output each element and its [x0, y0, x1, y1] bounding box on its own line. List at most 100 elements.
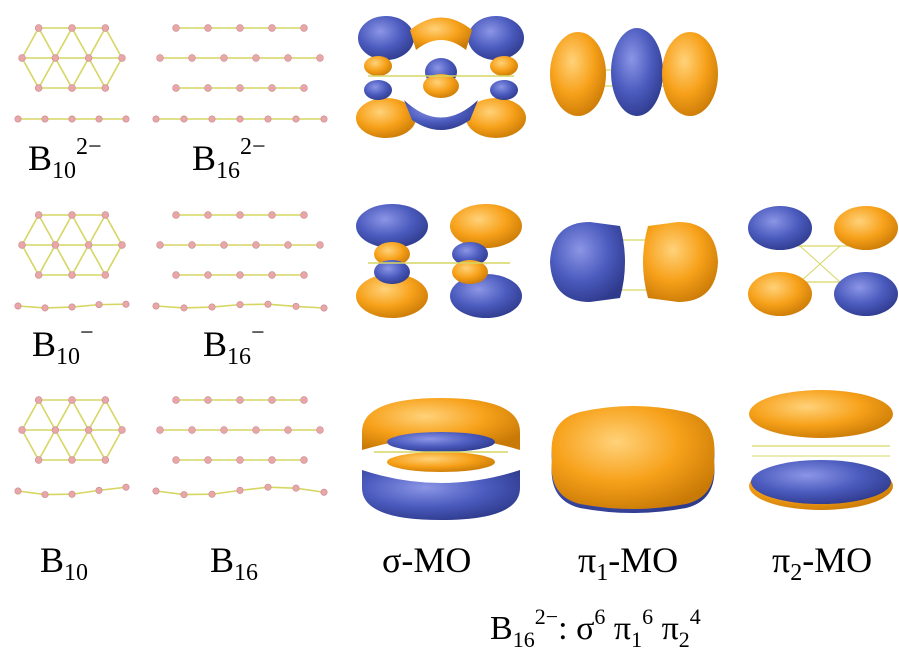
bond [211, 303, 241, 308]
boron-atom [300, 271, 308, 279]
sigma-mo-dianion [356, 16, 526, 138]
bond [17, 490, 46, 496]
boron-atom [122, 115, 130, 123]
bond [71, 57, 90, 89]
bond [295, 305, 325, 309]
cluster-top-view [156, 396, 324, 464]
boron-atom [320, 488, 328, 496]
boron-atom [188, 54, 196, 62]
bond [104, 214, 123, 246]
boron-atom [220, 241, 228, 249]
label-b10-neutral: B10 [40, 540, 89, 586]
boron-atom [172, 24, 180, 32]
boron-atom [68, 396, 76, 404]
b16-neutral-structure [150, 390, 330, 502]
boron-atom [84, 241, 93, 249]
boron-atom [268, 211, 276, 219]
bond [37, 57, 57, 89]
bond [71, 27, 90, 59]
boron-atom [101, 271, 110, 279]
bond [37, 244, 57, 276]
boron-atom [34, 396, 43, 404]
boron-atom [316, 241, 324, 249]
bond [71, 214, 90, 246]
boron-atom [68, 115, 76, 123]
bond [21, 57, 40, 89]
boron-atom [68, 456, 76, 464]
cluster-top-view [18, 24, 126, 92]
boron-atom [264, 300, 272, 308]
boron-atom [236, 271, 244, 279]
bond [239, 486, 269, 492]
boron-atom [34, 271, 43, 279]
b10-neutral-structure [12, 390, 132, 502]
bond [267, 303, 297, 308]
pi1-mo-neutral [551, 406, 715, 513]
cluster-top-view [156, 24, 324, 92]
boron-atom [41, 304, 49, 312]
bond [17, 305, 46, 309]
boron-atom [236, 456, 244, 464]
boron-atom [208, 115, 216, 123]
boron-atom [14, 302, 22, 310]
boron-atom [180, 491, 188, 499]
bond [21, 27, 40, 59]
boron-atom [180, 304, 188, 312]
bond [71, 244, 90, 276]
bond [155, 490, 185, 496]
label-pi2-mo: π2-MO [772, 540, 873, 586]
boron-atom [180, 115, 188, 123]
cluster-top-view [18, 211, 126, 279]
boron-atom [172, 84, 180, 92]
boron-atom [252, 241, 260, 249]
b10-anion-structure [12, 205, 132, 317]
bond [37, 214, 57, 246]
b16-anion-structure [150, 205, 330, 317]
bond [104, 244, 123, 276]
boron-atom [320, 115, 328, 123]
boron-atom [268, 456, 276, 464]
boron-atom [264, 483, 272, 491]
bond [71, 429, 90, 461]
boron-atom [204, 24, 212, 32]
cluster-side-view [14, 115, 130, 123]
boron-atom [292, 115, 300, 123]
boron-atom [156, 54, 164, 62]
boron-atom [188, 426, 196, 434]
boron-atom [101, 84, 110, 92]
bond [21, 244, 40, 276]
bond [87, 244, 107, 276]
boron-atom [68, 84, 76, 92]
boron-atom [300, 84, 308, 92]
label-b16-anion: B16− [203, 320, 265, 370]
b10-dianion-structure [12, 18, 132, 130]
boron-atom [152, 302, 160, 310]
bond [54, 429, 73, 461]
bond [37, 399, 57, 431]
bond [87, 399, 107, 431]
boron-atom [68, 271, 76, 279]
boron-atom [284, 241, 292, 249]
boron-atom [208, 303, 216, 311]
boron-atom [204, 456, 212, 464]
boron-atom [264, 115, 272, 123]
boron-atom [292, 484, 300, 492]
boron-atom [172, 456, 180, 464]
boron-atom [18, 426, 26, 434]
b16-dianion-structure [150, 18, 330, 130]
cluster-side-view [14, 300, 130, 312]
boron-atom [236, 486, 244, 494]
boron-atom [236, 301, 244, 309]
boron-atom [252, 426, 260, 434]
boron-atom [118, 241, 126, 249]
bond [104, 399, 123, 431]
boron-atom [316, 426, 324, 434]
boron-atom [300, 396, 308, 404]
bond [37, 27, 57, 59]
cluster-top-view [156, 211, 324, 279]
cluster-side-view [152, 483, 328, 499]
boron-atom [122, 483, 130, 491]
boron-atom [236, 211, 244, 219]
label-b16-neutral: B16 [210, 540, 259, 586]
bond [21, 429, 40, 461]
